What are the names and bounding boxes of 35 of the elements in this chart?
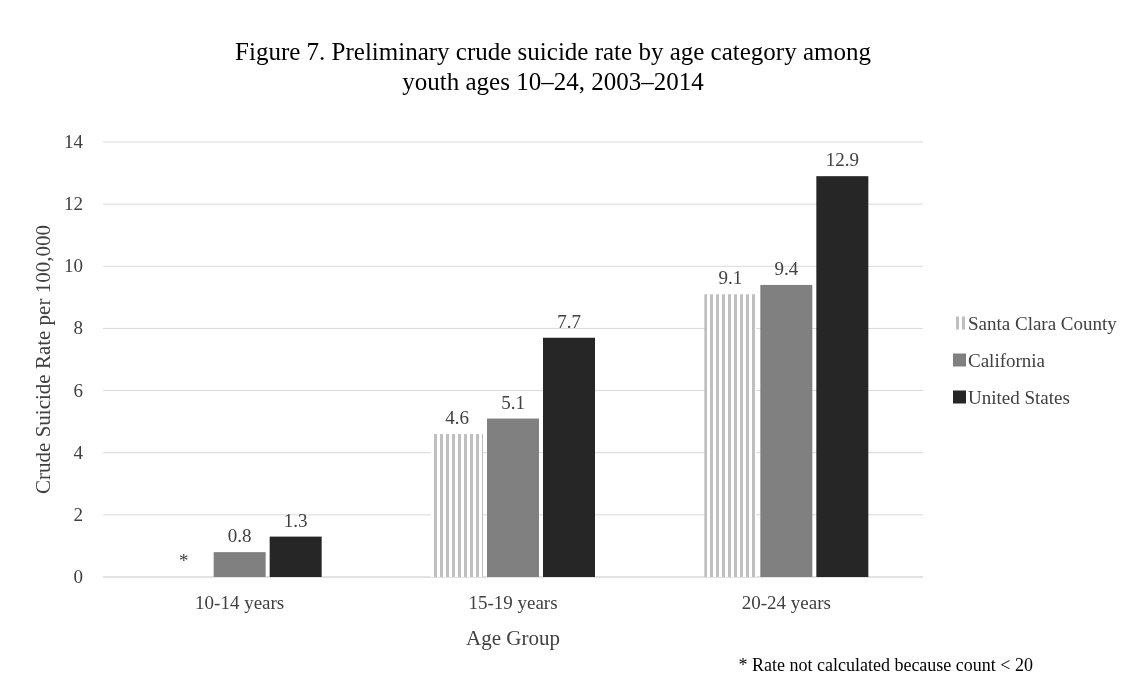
y-tick-label: 0 xyxy=(73,566,83,587)
y-axis-title: Crude Suicide Rate per 100,000 xyxy=(31,225,55,494)
text: * xyxy=(178,550,189,571)
x-tick-label: 20-24 years xyxy=(741,592,831,613)
bar xyxy=(816,176,869,577)
y-tick-label: 8 xyxy=(73,317,83,339)
legend-label: Santa Clara County xyxy=(968,312,1118,334)
data-label: 1.3 xyxy=(283,509,308,531)
legend-label: California xyxy=(968,349,1046,371)
x-tick-label: 15-19 years xyxy=(468,592,558,613)
bar xyxy=(704,294,757,577)
y-tick-label: 4 xyxy=(73,441,84,463)
bar xyxy=(269,536,322,577)
x-tick-label: 10-14 years xyxy=(195,592,285,613)
data-label: 4.6 xyxy=(445,407,469,429)
bar xyxy=(543,337,595,577)
bar xyxy=(431,434,483,577)
data-label: 9.1 xyxy=(718,267,743,289)
text: * Rate not calculated because count < 20 xyxy=(738,655,1033,675)
data-label: 12.9 xyxy=(825,149,859,171)
chart-title: Figure 7. Preliminary crude suicide rate by age category among youth ages 10–24, 2003–2014 xyxy=(235,38,872,95)
x-axis-title: Age Group xyxy=(466,626,560,650)
legend-label: United States xyxy=(968,386,1070,408)
bar xyxy=(213,552,266,577)
data-label: 5.1 xyxy=(501,391,525,413)
data-label: 9.4 xyxy=(774,257,799,279)
y-tick-label: 12 xyxy=(64,193,83,215)
bar xyxy=(760,284,813,577)
bar xyxy=(487,418,539,577)
data-label: 0.8 xyxy=(227,525,252,547)
data-label: 7.7 xyxy=(557,310,581,332)
y-tick-label: 14 xyxy=(64,131,84,152)
y-tick-label: 10 xyxy=(64,255,83,277)
y-tick-label: 2 xyxy=(73,503,83,525)
y-tick-label: 6 xyxy=(73,379,83,401)
